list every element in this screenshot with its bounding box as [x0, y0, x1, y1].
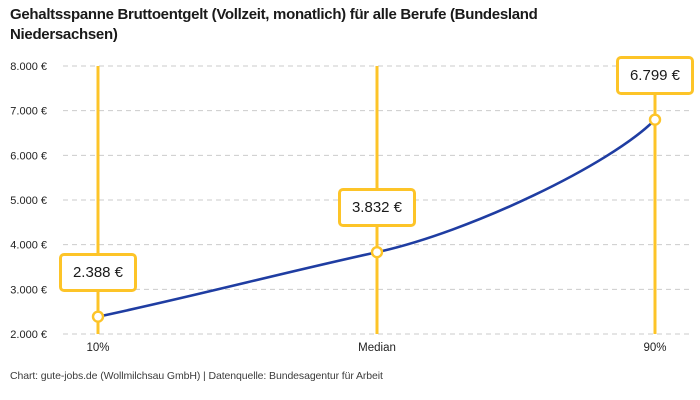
chart-title-line-2: Niedersachsen) [10, 26, 118, 43]
y-axis-tick-label: 7.000 € [10, 106, 47, 118]
y-axis-tick-label: 6.000 € [10, 150, 47, 162]
y-axis-tick-label: 4.000 € [10, 240, 47, 252]
chart-source-note: Chart: gute-jobs.de (Wollmilchsau GmbH) … [10, 370, 383, 382]
value-annotation-box: 6.799 € [616, 55, 694, 95]
value-annotation-box: 3.832 € [338, 188, 416, 228]
x-axis-tick-label: 90% [643, 342, 666, 354]
value-annotation-box: 2.388 € [59, 252, 137, 292]
data-point-marker [370, 245, 384, 259]
x-axis-tick-label: Median [358, 342, 396, 354]
data-point-marker [91, 310, 105, 323]
chart-title: Gehaltsspanne Bruttoentgelt (Vollzeit, m… [10, 5, 538, 45]
chart-title-line-1: Gehaltsspanne Bruttoentgelt (Vollzeit, m… [10, 6, 538, 23]
y-axis-tick-label: 3.000 € [10, 284, 47, 296]
y-axis-tick-label: 2.000 € [10, 329, 47, 341]
y-axis-tick-label: 5.000 € [10, 195, 47, 207]
y-axis-tick-label: 8.000 € [10, 61, 47, 73]
x-axis-tick-label: 10% [86, 342, 109, 354]
data-point-marker [648, 113, 662, 126]
